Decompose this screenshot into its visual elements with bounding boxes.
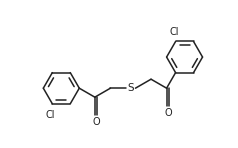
Text: O: O	[92, 117, 100, 127]
Text: S: S	[127, 83, 134, 93]
Text: Cl: Cl	[46, 110, 55, 120]
Text: O: O	[164, 108, 172, 118]
Text: Cl: Cl	[169, 27, 179, 37]
